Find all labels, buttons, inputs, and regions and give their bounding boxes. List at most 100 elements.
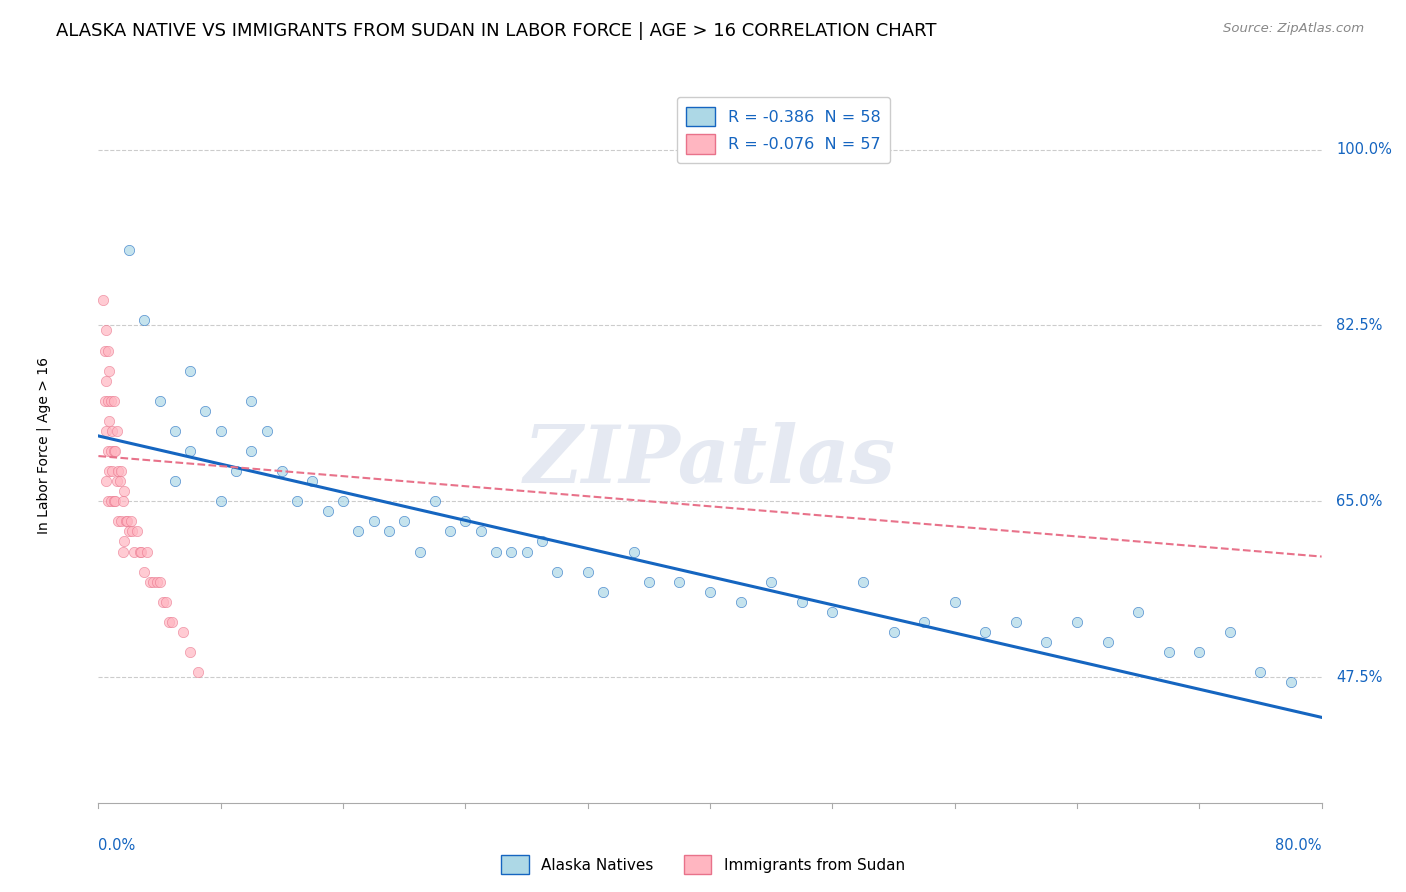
- Legend: R = -0.386  N = 58, R = -0.076  N = 57: R = -0.386 N = 58, R = -0.076 N = 57: [676, 97, 890, 163]
- Point: [1279, 675, 1302, 690]
- Text: 100.0%: 100.0%: [1336, 142, 1392, 157]
- Point: [101, 424, 124, 438]
- Point: [160, 615, 183, 629]
- Point: [152, 595, 174, 609]
- Point: [112, 484, 135, 499]
- Point: [112, 534, 135, 549]
- Text: In Labor Force | Age > 16: In Labor Force | Age > 16: [37, 358, 51, 534]
- Legend: Alaska Natives, Immigrants from Sudan: Alaska Natives, Immigrants from Sudan: [495, 849, 911, 880]
- Point: [100, 393, 122, 408]
- Point: [1188, 645, 1211, 659]
- Point: [759, 574, 782, 589]
- Point: [852, 574, 875, 589]
- Point: [103, 494, 125, 508]
- Point: [94, 474, 117, 488]
- Point: [501, 544, 523, 558]
- Point: [1219, 624, 1241, 639]
- Point: [145, 574, 167, 589]
- Point: [546, 565, 568, 579]
- Point: [94, 374, 117, 388]
- Point: [115, 515, 138, 529]
- Point: [943, 595, 966, 609]
- Point: [107, 464, 129, 478]
- Point: [225, 464, 247, 478]
- Point: [97, 494, 120, 508]
- Text: ALASKA NATIVE VS IMMIGRANTS FROM SUDAN IN LABOR FORCE | AGE > 16 CORRELATION CHA: ALASKA NATIVE VS IMMIGRANTS FROM SUDAN I…: [56, 22, 936, 40]
- Text: 80.0%: 80.0%: [1275, 838, 1322, 854]
- Point: [91, 293, 114, 308]
- Point: [120, 515, 142, 529]
- Point: [134, 313, 156, 327]
- Point: [439, 524, 461, 539]
- Point: [623, 544, 645, 558]
- Point: [470, 524, 492, 539]
- Point: [454, 515, 477, 529]
- Point: [187, 665, 209, 680]
- Point: [363, 515, 385, 529]
- Point: [1035, 635, 1057, 649]
- Point: [98, 464, 121, 478]
- Point: [157, 615, 180, 629]
- Point: [104, 494, 127, 508]
- Point: [423, 494, 446, 508]
- Point: [97, 343, 120, 358]
- Point: [121, 524, 143, 539]
- Point: [668, 574, 690, 589]
- Point: [270, 464, 292, 478]
- Point: [105, 474, 128, 488]
- Text: ZIPatlas: ZIPatlas: [524, 422, 896, 499]
- Point: [1097, 635, 1119, 649]
- Point: [172, 624, 194, 639]
- Point: [790, 595, 813, 609]
- Text: Source: ZipAtlas.com: Source: ZipAtlas.com: [1223, 22, 1364, 36]
- Point: [105, 424, 128, 438]
- Point: [347, 524, 370, 539]
- Point: [93, 393, 115, 408]
- Point: [163, 474, 186, 488]
- Text: 47.5%: 47.5%: [1336, 670, 1382, 685]
- Point: [101, 464, 124, 478]
- Point: [98, 414, 121, 428]
- Point: [100, 494, 122, 508]
- Point: [108, 474, 131, 488]
- Point: [821, 605, 844, 619]
- Point: [485, 544, 508, 558]
- Point: [125, 524, 148, 539]
- Point: [592, 584, 614, 599]
- Point: [122, 544, 145, 558]
- Point: [912, 615, 935, 629]
- Point: [118, 524, 141, 539]
- Point: [530, 534, 553, 549]
- Point: [1128, 605, 1150, 619]
- Point: [110, 515, 132, 529]
- Point: [93, 343, 115, 358]
- Point: [163, 424, 186, 438]
- Point: [94, 424, 117, 438]
- Point: [256, 424, 278, 438]
- Point: [209, 494, 232, 508]
- Point: [240, 444, 263, 458]
- Point: [98, 363, 121, 377]
- Point: [100, 444, 122, 458]
- Point: [142, 574, 165, 589]
- Point: [107, 515, 129, 529]
- Point: [136, 544, 159, 558]
- Text: 82.5%: 82.5%: [1336, 318, 1382, 333]
- Point: [117, 515, 139, 529]
- Point: [104, 444, 127, 458]
- Point: [179, 645, 201, 659]
- Point: [240, 393, 263, 408]
- Point: [155, 595, 177, 609]
- Point: [699, 584, 721, 599]
- Point: [637, 574, 661, 589]
- Point: [1066, 615, 1088, 629]
- Point: [516, 544, 538, 558]
- Point: [316, 504, 339, 518]
- Point: [194, 404, 217, 418]
- Point: [301, 474, 323, 488]
- Text: 0.0%: 0.0%: [98, 838, 135, 854]
- Point: [97, 393, 120, 408]
- Point: [111, 494, 134, 508]
- Point: [110, 464, 132, 478]
- Text: 65.0%: 65.0%: [1336, 494, 1382, 508]
